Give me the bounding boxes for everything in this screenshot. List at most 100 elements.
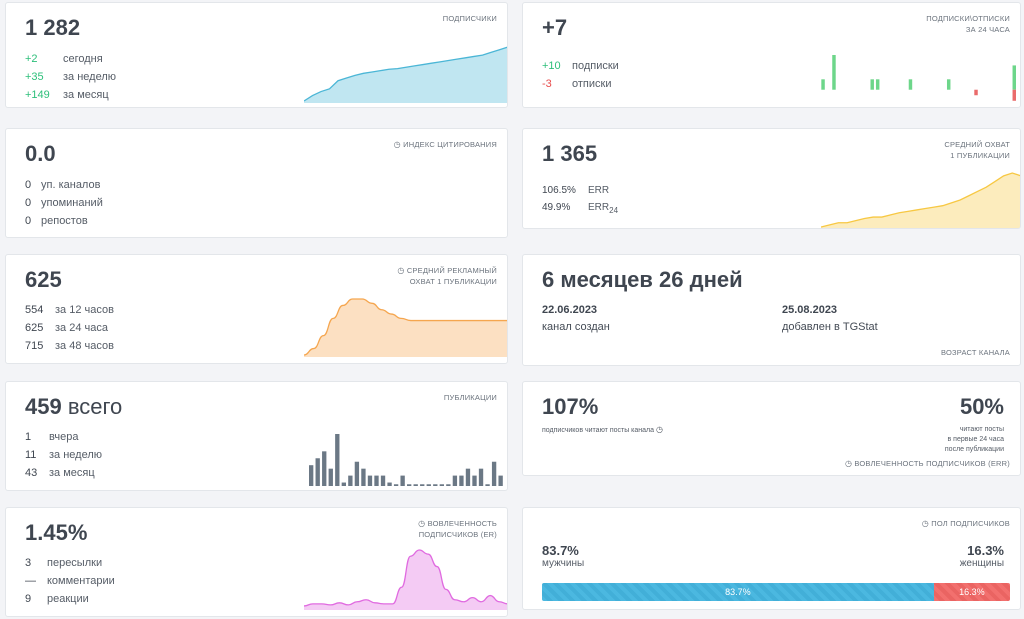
posts-label: ПУБЛИКАЦИИ bbox=[443, 393, 497, 402]
post-bar bbox=[439, 484, 444, 486]
clock-icon[interactable]: ◷ bbox=[844, 459, 853, 468]
created-block: 22.06.2023 канал создан bbox=[542, 302, 610, 336]
stat-text: сегодня bbox=[63, 53, 103, 65]
er-card[interactable]: 1.45% ◷ ВОВЛЕЧЕННОСТЬ ПОДПИСЧИКОВ (ER) 3… bbox=[5, 507, 508, 617]
stat-value: +149 bbox=[25, 89, 50, 101]
clock-icon[interactable]: ◷ bbox=[393, 140, 401, 149]
caption-line: после публикации bbox=[944, 446, 1004, 453]
er-sparkline bbox=[304, 549, 507, 610]
post-bar bbox=[361, 468, 366, 486]
post-bar bbox=[426, 484, 431, 486]
created-label: канал создан bbox=[542, 321, 610, 333]
ad-reach-card[interactable]: 625 ◷ СРЕДНИЙ РЕКЛАМНЫЙ ОХВАТ 1 ПУБЛИКАЦ… bbox=[5, 254, 508, 364]
post-bar bbox=[354, 461, 360, 486]
stat-row: 0 упоминаний bbox=[25, 194, 103, 212]
stat-value: 554 bbox=[25, 304, 44, 316]
stat-value: 11 bbox=[25, 449, 37, 461]
male-percent: 83.7% bbox=[542, 543, 579, 558]
post-bar bbox=[413, 484, 418, 486]
sparkline-area bbox=[304, 550, 507, 610]
reach-value: 1 365 bbox=[542, 141, 598, 166]
stat-value: 43 bbox=[25, 467, 38, 479]
posts-value: 459 всего bbox=[25, 394, 122, 420]
channel-age-label: ВОЗРАСТ КАНАЛА bbox=[941, 348, 1010, 357]
subscribe-bar bbox=[1012, 65, 1016, 90]
label-line: СРЕДНИЙ РЕКЛАМНЫЙ bbox=[406, 266, 497, 275]
engagement-card[interactable]: 107% подписчиков читают посты канала ◷ 5… bbox=[522, 381, 1021, 476]
posts-stats: 1 вчера 11 за неделю 43 за месяц bbox=[25, 428, 102, 482]
clock-icon[interactable]: ◷ bbox=[418, 519, 426, 528]
male-block: 83.7% мужчины bbox=[542, 543, 584, 569]
channel-age-card[interactable]: 6 месяцев 26 дней 22.06.2023 канал созда… bbox=[522, 254, 1021, 366]
stat-row: 554 за 12 часов bbox=[25, 301, 114, 319]
post-bar bbox=[309, 465, 314, 486]
subs-unsubs-label: ПОДПИСКИ\ОТПИСКИ ЗА 24 ЧАСА bbox=[926, 13, 1010, 35]
sparkline-area bbox=[304, 47, 507, 103]
stat-row: 106.5% ERR bbox=[542, 182, 618, 199]
ad-reach-label: ◷ СРЕДНИЙ РЕКЛАМНЫЙ ОХВАТ 1 ПУБЛИКАЦИИ bbox=[397, 265, 497, 287]
stat-row: 625 за 24 часа bbox=[25, 319, 114, 337]
sparkline-area bbox=[821, 173, 1020, 228]
stat-text: ERR24 bbox=[588, 199, 618, 219]
subscribe-bar bbox=[870, 79, 874, 90]
er-value: 1.45% bbox=[25, 520, 88, 545]
created-date: 22.06.2023 bbox=[542, 304, 598, 316]
sparkline-area bbox=[304, 299, 507, 357]
post-bar bbox=[380, 475, 386, 486]
citation-index-value: 0.0 bbox=[25, 141, 56, 166]
post-bar bbox=[498, 475, 503, 486]
label-line: СРЕДНИЙ ОХВАТ bbox=[944, 140, 1010, 149]
label-line: ПОДПИСЧИКОВ (ER) bbox=[418, 530, 497, 539]
stat-value: 0 bbox=[25, 197, 32, 209]
stat-text: упоминаний bbox=[41, 197, 103, 209]
reach-card[interactable]: 1 365 СРЕДНИЙ ОХВАТ 1 ПУБЛИКАЦИИ 106.5% E… bbox=[522, 128, 1021, 229]
post-bar bbox=[335, 434, 340, 486]
stat-value: 49.9% bbox=[542, 202, 571, 213]
stat-row: -3 отписки bbox=[542, 75, 619, 93]
clock-icon[interactable]: ◷ bbox=[397, 266, 405, 275]
post-bar bbox=[420, 484, 425, 486]
female-label: женщины bbox=[959, 558, 1004, 569]
stat-text: ERR bbox=[588, 185, 610, 196]
post-bar bbox=[452, 475, 458, 486]
ad-reach-value: 625 bbox=[25, 267, 62, 292]
er-label: ◷ ВОВЛЕЧЕННОСТЬ ПОДПИСЧИКОВ (ER) bbox=[418, 518, 497, 540]
stat-text: за месяц bbox=[49, 467, 95, 479]
post-bar bbox=[465, 468, 471, 486]
stat-row: 43 за месяц bbox=[25, 464, 102, 482]
sparkline-line bbox=[304, 46, 507, 102]
err-subscript: 24 bbox=[609, 206, 619, 215]
clock-icon[interactable]: ◷ bbox=[921, 519, 929, 528]
stat-value: +10 bbox=[542, 60, 561, 72]
post-bar bbox=[315, 458, 320, 486]
subs-unsubs-card[interactable]: +7 ПОДПИСКИ\ОТПИСКИ ЗА 24 ЧАСА +10 подпис… bbox=[522, 2, 1021, 108]
post-bar bbox=[472, 475, 477, 486]
post-bar bbox=[478, 468, 484, 486]
sparkline-line bbox=[821, 172, 1020, 228]
stat-text: за 24 часа bbox=[55, 322, 108, 334]
label-line: ПОДПИСКИ\ОТПИСКИ bbox=[926, 14, 1010, 23]
label-line: ЗА 24 ЧАСА bbox=[965, 25, 1010, 34]
stat-text: пересылки bbox=[47, 557, 103, 569]
caption-line: в первые 24 часа bbox=[947, 436, 1005, 443]
posts-card[interactable]: 459 всего ПУБЛИКАЦИИ 1 вчера 11 за неделю … bbox=[5, 381, 508, 491]
stat-text: за неделю bbox=[63, 71, 117, 83]
engagement-left-caption: подписчиков читают посты канала ◷ bbox=[542, 425, 663, 434]
subscribers-card[interactable]: 1 282 ПОДПИСЧИКИ +2 сегодня +35 за неделю … bbox=[5, 2, 508, 108]
subscribe-bar bbox=[908, 79, 913, 90]
posts-unit: всего bbox=[67, 394, 123, 419]
stat-row: 1 вчера bbox=[25, 428, 102, 446]
male-bar-segment: 83.7% bbox=[542, 583, 934, 601]
gender-card[interactable]: ◷ ПОЛ ПОДПИСЧИКОВ 83.7% мужчины 16.3% же… bbox=[522, 507, 1021, 610]
stat-value: 3 bbox=[25, 557, 32, 569]
clock-icon[interactable]: ◷ bbox=[655, 425, 663, 434]
stat-row: 49.9% ERR24 bbox=[542, 199, 618, 219]
post-bar bbox=[407, 484, 412, 486]
stat-value: 625 bbox=[25, 322, 44, 334]
unsubscribe-bar bbox=[1012, 89, 1016, 101]
caption-text: подписчиков читают посты канала bbox=[542, 427, 655, 434]
added-label: добавлен в TGStat bbox=[782, 321, 878, 333]
post-bar bbox=[459, 475, 464, 486]
post-bar bbox=[393, 484, 399, 486]
